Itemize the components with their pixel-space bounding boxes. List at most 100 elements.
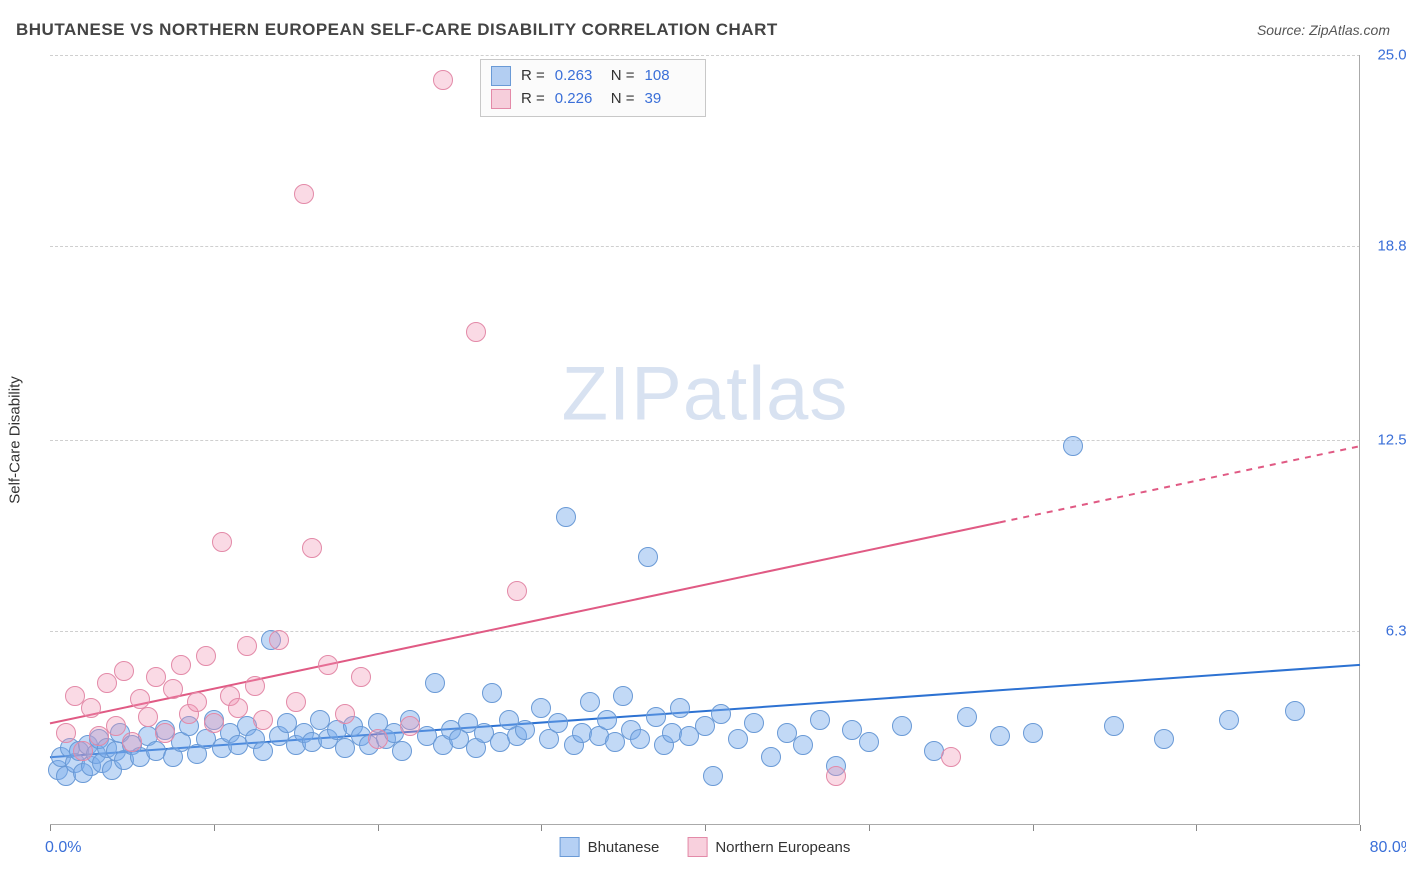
data-point xyxy=(548,713,568,733)
y-tick-label: 25.0% xyxy=(1377,47,1406,64)
data-point xyxy=(1154,729,1174,749)
x-tick xyxy=(705,825,706,831)
data-point xyxy=(196,646,216,666)
data-point xyxy=(433,70,453,90)
data-point xyxy=(56,723,76,743)
data-point xyxy=(286,692,306,712)
data-point xyxy=(237,636,257,656)
y-axis-label: Self-Care Disability xyxy=(7,376,24,504)
x-tick xyxy=(50,825,51,831)
x-min-label: 0.0% xyxy=(45,839,81,857)
data-point xyxy=(531,698,551,718)
legend-row-northern-europeans: R = 0.226 N = 39 xyxy=(491,88,691,111)
data-point xyxy=(114,661,134,681)
data-point xyxy=(228,698,248,718)
legend-item-northern-europeans: Northern Europeans xyxy=(687,837,850,857)
data-point xyxy=(245,676,265,696)
y-tick-label: 12.5% xyxy=(1377,432,1406,449)
data-point xyxy=(744,713,764,733)
data-point xyxy=(597,710,617,730)
x-max-label: 80.0% xyxy=(1370,839,1406,857)
swatch-bhutanese xyxy=(491,66,511,86)
source-attribution: Source: ZipAtlas.com xyxy=(1257,22,1390,38)
data-point xyxy=(253,710,273,730)
data-point xyxy=(351,667,371,687)
data-point xyxy=(1023,723,1043,743)
data-point xyxy=(1285,701,1305,721)
y-tick-label: 18.8% xyxy=(1377,237,1406,254)
data-point xyxy=(318,655,338,675)
data-point xyxy=(646,707,666,727)
y-axis-right xyxy=(1359,55,1360,825)
series-legend: Bhutanese Northern Europeans xyxy=(560,837,851,857)
data-point xyxy=(1063,436,1083,456)
data-point xyxy=(728,729,748,749)
data-point xyxy=(425,673,445,693)
data-point xyxy=(302,538,322,558)
data-point xyxy=(122,732,142,752)
page-title: BHUTANESE VS NORTHERN EUROPEAN SELF-CARE… xyxy=(16,20,778,40)
correlation-legend: R = 0.263 N = 108 R = 0.226 N = 39 xyxy=(480,59,706,117)
swatch-northern-europeans-icon xyxy=(687,837,707,857)
data-point xyxy=(810,710,830,730)
data-point xyxy=(761,747,781,767)
data-point xyxy=(163,679,183,699)
x-tick xyxy=(1196,825,1197,831)
x-tick xyxy=(1360,825,1361,831)
gridline xyxy=(50,631,1360,632)
data-point xyxy=(335,704,355,724)
data-point xyxy=(507,581,527,601)
swatch-northern-europeans xyxy=(491,89,511,109)
gridline xyxy=(50,246,1360,247)
data-point xyxy=(556,507,576,527)
gridline xyxy=(50,440,1360,441)
data-point xyxy=(204,713,224,733)
watermark: ZIPatlas xyxy=(562,350,849,437)
data-point xyxy=(990,726,1010,746)
data-point xyxy=(892,716,912,736)
data-point xyxy=(187,692,207,712)
data-point xyxy=(613,686,633,706)
data-point xyxy=(155,723,175,743)
data-point xyxy=(392,741,412,761)
scatter-plot: ZIPatlas 6.3%12.5%18.8%25.0% R = 0.263 N… xyxy=(50,55,1360,825)
x-tick xyxy=(869,825,870,831)
data-point xyxy=(580,692,600,712)
data-point xyxy=(638,547,658,567)
data-point xyxy=(703,766,723,786)
data-point xyxy=(212,532,232,552)
data-point xyxy=(138,707,158,727)
data-point xyxy=(106,716,126,736)
data-point xyxy=(73,741,93,761)
data-point xyxy=(630,729,650,749)
data-point xyxy=(826,766,846,786)
data-point xyxy=(957,707,977,727)
data-point xyxy=(941,747,961,767)
data-point xyxy=(515,720,535,740)
data-point xyxy=(482,683,502,703)
y-tick-label: 6.3% xyxy=(1386,622,1406,639)
data-point xyxy=(670,698,690,718)
gridline xyxy=(50,55,1360,56)
data-point xyxy=(1219,710,1239,730)
data-point xyxy=(711,704,731,724)
data-point xyxy=(171,655,191,675)
data-point xyxy=(269,630,289,650)
x-tick xyxy=(541,825,542,831)
data-point xyxy=(793,735,813,755)
data-point xyxy=(466,322,486,342)
data-point xyxy=(294,184,314,204)
data-point xyxy=(859,732,879,752)
data-point xyxy=(400,716,420,736)
x-tick xyxy=(214,825,215,831)
data-point xyxy=(368,729,388,749)
legend-row-bhutanese: R = 0.263 N = 108 xyxy=(491,65,691,88)
data-point xyxy=(253,741,273,761)
swatch-bhutanese-icon xyxy=(560,837,580,857)
legend-item-bhutanese: Bhutanese xyxy=(560,837,660,857)
data-point xyxy=(130,689,150,709)
x-tick xyxy=(378,825,379,831)
data-point xyxy=(1104,716,1124,736)
data-point xyxy=(81,698,101,718)
x-tick xyxy=(1033,825,1034,831)
